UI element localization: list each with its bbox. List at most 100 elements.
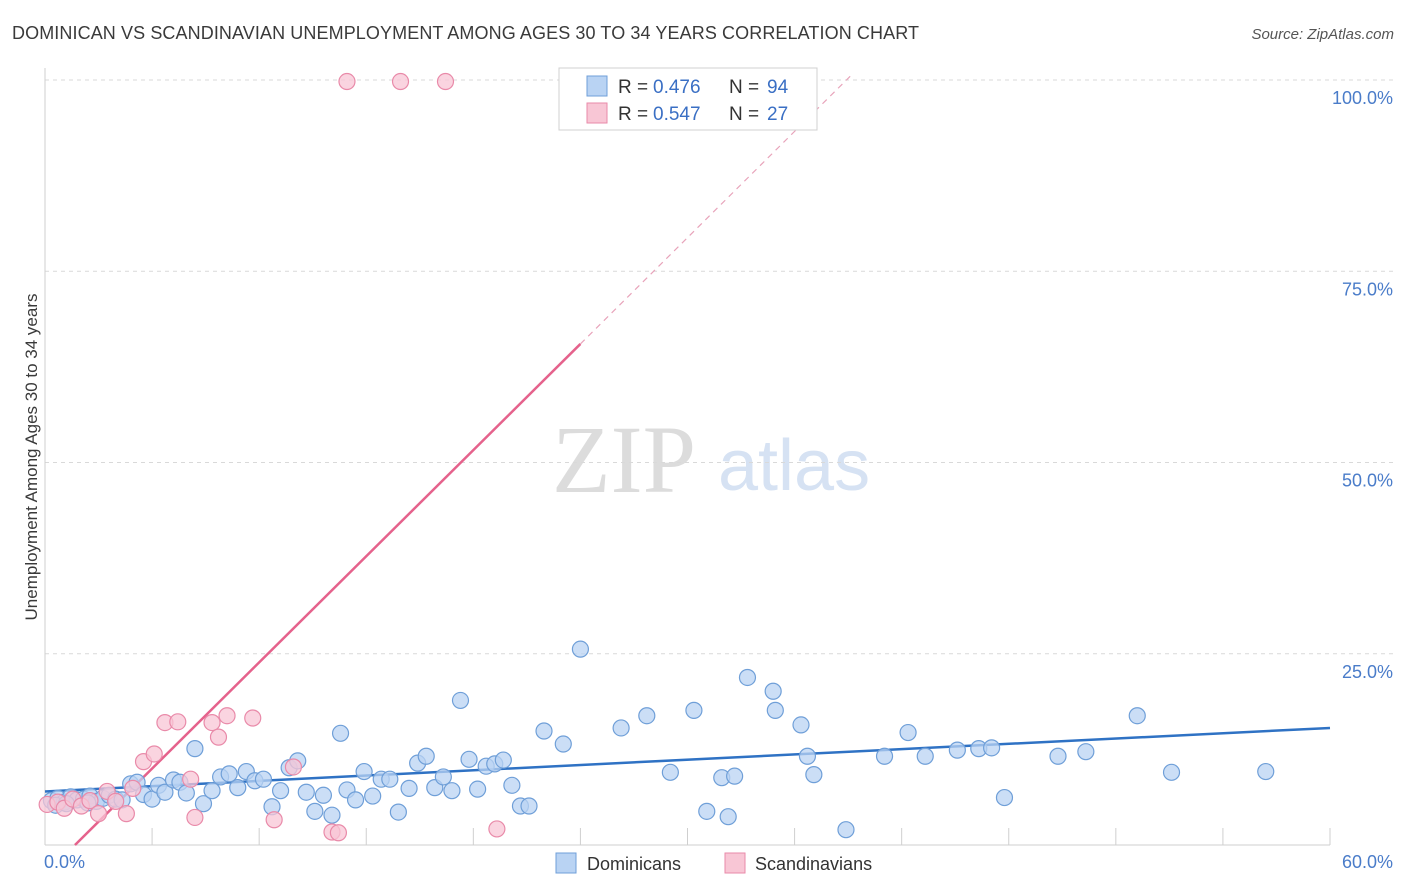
point-dominican (612, 719, 630, 737)
point-scandinavian (203, 713, 221, 732)
point-dominican (364, 787, 382, 805)
bottom-legend-label-scandinavians: Scandinavians (755, 854, 872, 874)
point-dominican (916, 747, 934, 765)
point-dominican (875, 747, 894, 765)
trend-line-scandinavians-extension (579, 75, 851, 345)
point-dominican (460, 750, 478, 768)
point-dominican (503, 776, 521, 794)
point-dominican (494, 751, 512, 769)
point-dominican (443, 782, 461, 800)
point-dominican (451, 691, 470, 710)
point-scandinavian (107, 792, 125, 810)
chart-source: Source: ZipAtlas.com (1251, 26, 1394, 43)
point-dominican (764, 682, 782, 700)
point-dominican (1077, 743, 1095, 761)
point-dominican (995, 788, 1014, 807)
point-dominican (554, 735, 572, 753)
point-dominican (194, 795, 213, 813)
legend-n-value-dominicans: 94 (767, 77, 789, 98)
bottom-legend-swatch-scandinavians (724, 852, 746, 874)
x-tick-labels: 0.0% 60.0% (44, 852, 1393, 872)
axes (44, 68, 1331, 846)
point-dominican (323, 806, 341, 824)
point-dominican (535, 722, 553, 740)
point-scandinavian (329, 824, 348, 842)
point-dominican (698, 802, 716, 820)
y-axis-label: Unemployment Among Ages 30 to 34 years (22, 294, 41, 621)
point-dominican (297, 783, 315, 801)
point-dominican (719, 808, 737, 826)
chart-title: DOMINICAN VS SCANDINAVIAN UNEMPLOYMENT A… (12, 23, 919, 43)
watermark-zip: ZIP (552, 406, 696, 513)
point-dominican (400, 779, 418, 797)
point-scandinavian (265, 811, 283, 829)
point-scandinavian (89, 805, 108, 823)
point-dominican (661, 763, 679, 781)
point-dominican (738, 668, 757, 687)
point-dominican (271, 782, 290, 800)
point-scandinavian (186, 808, 204, 827)
y-tick-labels: 25.0% 50.0% 75.0% 100.0% (1332, 88, 1393, 682)
point-dominican (1257, 762, 1275, 781)
bottom-legend-label-dominicans: Dominicans (587, 854, 681, 874)
point-scandinavian (169, 713, 187, 731)
point-dominican (805, 766, 823, 784)
legend-swatch-dominicans (586, 75, 608, 97)
point-dominican (520, 797, 538, 815)
point-dominican (948, 741, 966, 759)
point-scandinavian (284, 758, 303, 776)
point-scandinavian (182, 770, 200, 788)
point-dominican (355, 762, 373, 781)
trend-line-scandinavians (74, 343, 582, 846)
watermark-atlas: atlas (718, 426, 870, 506)
bottom-legend: Dominicans Scandinavians (555, 852, 872, 874)
point-dominican (726, 767, 744, 785)
point-dominican (571, 640, 590, 658)
point-dominican (254, 770, 273, 788)
point-dominican (792, 716, 810, 734)
point-dominican (1128, 707, 1146, 725)
point-scandinavian (124, 779, 142, 797)
point-dominican (314, 786, 333, 804)
point-dominican (331, 724, 350, 742)
x-tick-label: 0.0% (44, 852, 85, 872)
point-scandinavian (436, 72, 455, 91)
legend-r-value-dominicans: 0.476 (653, 77, 701, 98)
point-dominican (229, 779, 247, 797)
point-dominican (389, 803, 407, 821)
y-tick-label: 50.0% (1342, 471, 1393, 491)
point-dominican (417, 747, 435, 765)
point-dominican (186, 740, 204, 758)
legend-r-value-scandinavians: 0.547 (653, 104, 701, 125)
point-dominican (434, 768, 452, 786)
grid-lines (45, 79, 1395, 655)
legend-swatch-scandinavians (586, 102, 608, 124)
y-tick-label: 25.0% (1342, 662, 1393, 682)
bottom-legend-swatch-dominicans (555, 852, 577, 874)
point-dominican (469, 780, 487, 798)
point-dominican (1049, 747, 1067, 765)
y-tick-label: 75.0% (1342, 279, 1393, 299)
point-dominican (203, 782, 221, 800)
point-dominican (156, 783, 174, 801)
point-scandinavian (391, 72, 410, 91)
point-dominican (638, 707, 656, 725)
point-dominican (346, 791, 365, 809)
legend-r-label-dominicans: R = (618, 77, 648, 98)
point-dominican (220, 765, 238, 783)
point-dominican (306, 802, 324, 820)
legend-r-label-scandinavians: R = (618, 104, 648, 125)
point-dominican (685, 701, 703, 719)
point-scandinavian (338, 72, 356, 91)
point-dominican (899, 723, 917, 742)
point-scandinavian (488, 820, 506, 838)
legend: R = 0.476 N = 94 R = 0.547 N = 27 (558, 67, 818, 131)
point-dominican (798, 747, 817, 765)
point-dominican (766, 701, 784, 719)
point-dominican (837, 821, 855, 839)
point-dominican (1162, 763, 1181, 781)
point-scandinavian (209, 728, 228, 746)
legend-n-label-scandinavians: N = (729, 104, 759, 125)
x-tick-label: 60.0% (1342, 852, 1393, 872)
